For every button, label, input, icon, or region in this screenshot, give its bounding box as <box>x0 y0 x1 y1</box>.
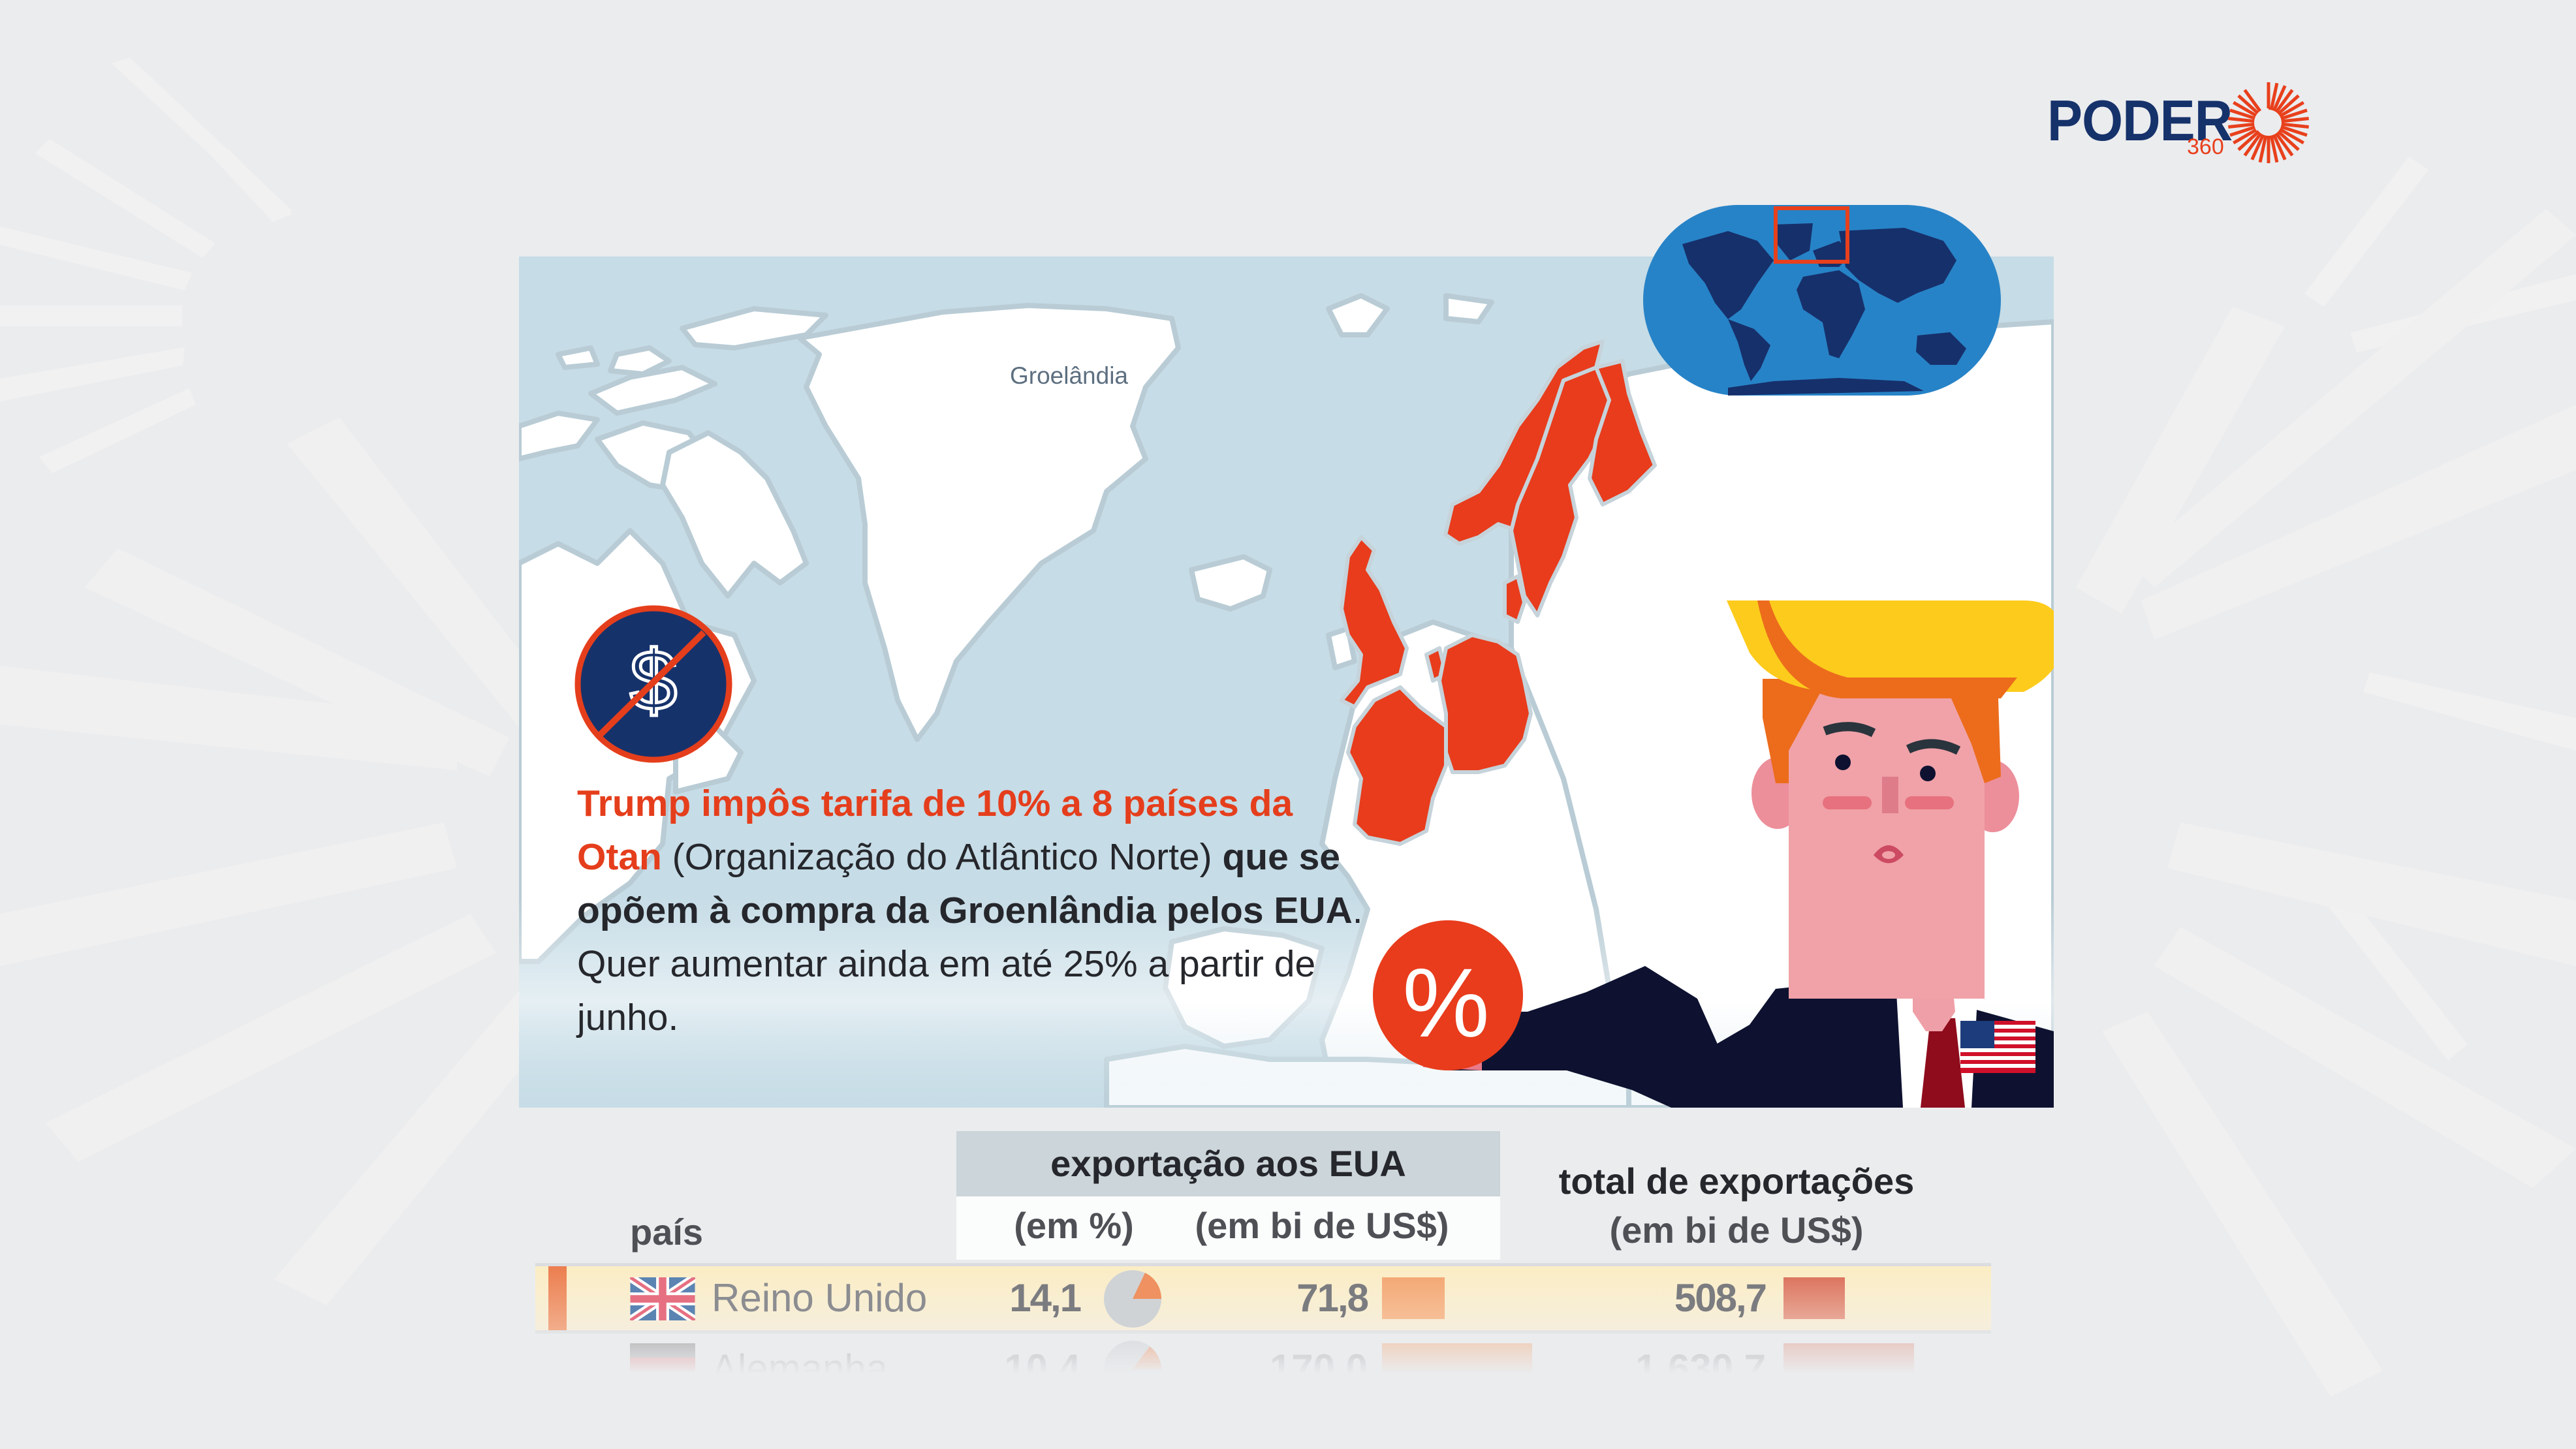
row-highlight-marker <box>548 1266 567 1330</box>
headline-bold-clause: que se opõem à compra da Groenlândia pel… <box>577 836 1353 931</box>
world-map-inset <box>1643 205 2001 396</box>
table-row-alemanha[interactable]: Alemanha 10,4 170,0 1.630,7 <box>535 1337 1991 1389</box>
export-to-us-bar <box>1382 1343 1532 1385</box>
headline-text: Trump impôs tarifa de 10% a 8 países da … <box>577 777 1387 1044</box>
country-name: Alemanha <box>712 1347 888 1389</box>
total-exports-usd: 508,7 <box>1674 1276 1767 1320</box>
greenland <box>797 303 1181 742</box>
logo-360: 360 <box>2187 134 2224 159</box>
pct-pie-chart <box>1104 1270 1162 1328</box>
sunburst-logo-icon <box>2228 82 2309 163</box>
uk <box>1340 535 1409 709</box>
uk-flag-icon <box>630 1277 695 1320</box>
trump-caricature <box>1404 600 2054 1108</box>
export-to-us-header: exportação aos EUA <box>956 1131 1500 1196</box>
export-to-us-pct: 14,1 <box>1009 1276 1082 1320</box>
export-to-us-pct: 10,4 <box>1004 1347 1080 1389</box>
column-header-country: país <box>630 1211 704 1253</box>
total-exports-bar <box>1783 1343 1914 1385</box>
column-header-total-unit: (em bi de US$) <box>1609 1209 1864 1251</box>
logo-wordmark: PODER <box>2047 88 2233 153</box>
headline-followup: Quer aumentar ainda em até 25% a partir … <box>577 943 1316 1038</box>
us-flag-pin-icon <box>1960 1021 2035 1073</box>
svalbard <box>1326 293 1390 337</box>
greenland-label: Groelândia <box>1010 362 1129 389</box>
export-table: exportação aos EUA (em %) (em bi de US$)… <box>535 1129 1991 1390</box>
germany-flag-icon <box>630 1343 695 1386</box>
total-exports-bar <box>1783 1277 1845 1319</box>
france <box>1346 685 1448 846</box>
percent-icon: % <box>1402 948 1490 1057</box>
finland <box>1588 359 1657 506</box>
column-header-pct: (em %) <box>1014 1205 1134 1246</box>
table-row-reino-unido[interactable]: Reino Unido 14,1 71,8 508,7 <box>535 1263 1991 1333</box>
poder360-logo[interactable]: PODER 360 <box>2043 77 2317 175</box>
baffin-island <box>660 430 809 599</box>
column-header-usd: (em bi de US$) <box>1195 1205 1449 1246</box>
column-header-total: total de exportações <box>1558 1161 1915 1202</box>
headline-otan-expansion: (Organização do Atlântico Norte) <box>661 836 1223 878</box>
iceland <box>1189 554 1272 612</box>
no-dollar-icon: $ <box>574 605 732 763</box>
headline-highlight: Trump impôs tarifa de 10% a 8 países da … <box>577 783 1293 878</box>
export-to-us-usd: 170,0 <box>1269 1347 1368 1389</box>
pct-pie-chart <box>1104 1341 1161 1389</box>
percent-badge <box>1373 920 1523 1070</box>
country-name: Reino Unido <box>712 1276 928 1320</box>
arctic-islands <box>519 411 600 461</box>
sweden <box>1509 366 1618 617</box>
headline-period: . <box>1352 890 1363 931</box>
export-to-us-bar <box>1382 1277 1445 1319</box>
total-exports-usd: 1.630,7 <box>1635 1347 1766 1389</box>
export-to-us-usd: 71,8 <box>1296 1276 1369 1320</box>
germany <box>1437 633 1533 774</box>
denmark <box>1503 574 1526 624</box>
